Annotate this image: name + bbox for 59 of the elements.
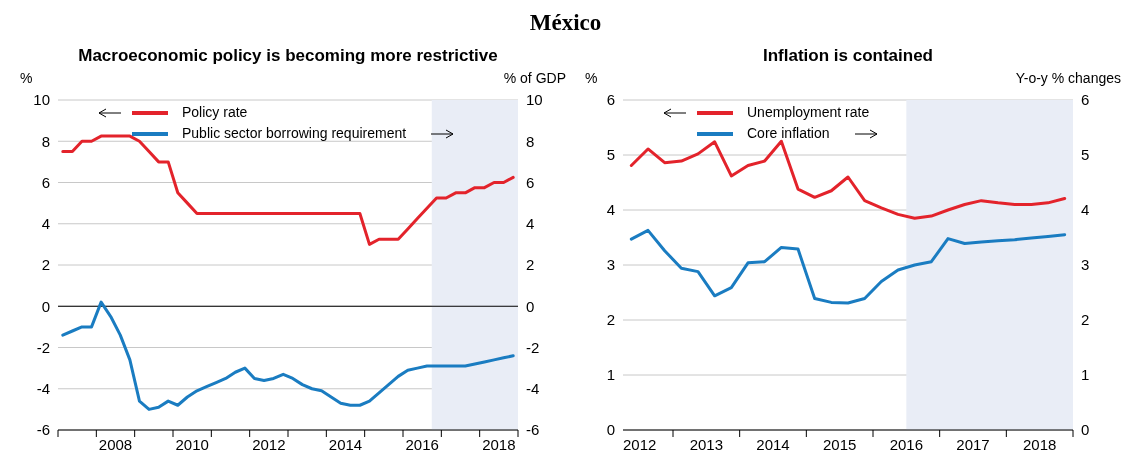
legend-label: Policy rate (182, 103, 248, 122)
x-tick-label: 2016 (405, 436, 439, 453)
x-tick-label: 2015 (822, 436, 857, 453)
y2-tick-label: 2 (1081, 311, 1090, 329)
x-tick-label: 2017 (956, 436, 990, 453)
y-tick-label: -4 (36, 380, 50, 398)
y-tick-label: 5 (606, 146, 615, 164)
y-tick-label: -2 (36, 338, 50, 356)
x-tick-label: 2016 (889, 436, 924, 453)
y2-tick-label: 3 (1081, 256, 1090, 274)
y-axis-title: % (585, 70, 598, 86)
y-tick-label: 4 (606, 201, 615, 219)
y-tick-label: 0 (606, 421, 615, 439)
y-tick-label: 10 (33, 91, 50, 109)
y-tick-label: 4 (41, 215, 50, 233)
y2-axis-title: % of GDP (503, 70, 566, 86)
y-tick-label: 2 (606, 311, 615, 329)
line-series (61, 300, 515, 411)
x-tick-label: 2018 (482, 436, 516, 453)
y2-tick-label: 6 (1081, 91, 1090, 109)
y2-tick-label: -4 (526, 380, 540, 398)
line-series (629, 139, 1067, 220)
y2-tick-label: 8 (526, 132, 535, 150)
x-tick-label: 2018 (1022, 436, 1057, 453)
y-axis-title: % (20, 70, 33, 86)
y2-tick-label: -2 (526, 338, 540, 356)
legend-label: Public sector borrowing requirement (182, 124, 407, 143)
x-tick-label: 2008 (98, 436, 133, 453)
y-tick-label: 2 (41, 256, 50, 274)
y2-tick-label: -6 (526, 421, 540, 439)
x-tick-label: 2012 (622, 436, 657, 453)
y2-tick-label: 4 (526, 215, 535, 233)
legend-label: Unemployment rate (747, 103, 870, 122)
y-tick-label: 0 (41, 297, 50, 315)
y2-tick-label: 2 (526, 256, 535, 274)
y-tick-label: 1 (606, 366, 615, 384)
y-tick-label: 6 (606, 91, 615, 109)
y2-axis-title: Y-o-y % changes (1015, 70, 1121, 86)
x-tick-label: 2014 (328, 436, 363, 453)
line-series (629, 228, 1067, 305)
y2-tick-label: 4 (1081, 201, 1090, 219)
legend-label: Core inflation (747, 124, 830, 143)
y-tick-label: -6 (36, 421, 50, 439)
y-tick-label: 8 (41, 132, 50, 150)
chart-title: Macroeconomic policy is becoming more restrictive (77, 46, 499, 67)
x-tick-label: 2010 (175, 436, 209, 453)
text: México (529, 10, 602, 35)
x-tick-label: 2013 (689, 436, 724, 453)
y2-tick-label: 0 (526, 297, 535, 315)
y2-tick-label: 5 (1081, 146, 1090, 164)
y2-tick-label: 0 (1081, 421, 1090, 439)
y-tick-label: 6 (41, 173, 50, 191)
y-tick-label: 3 (606, 256, 615, 274)
x-tick-label: 2012 (252, 436, 286, 453)
y2-tick-label: 6 (526, 173, 535, 191)
x-tick-label: 2014 (756, 436, 790, 453)
chart-title: Inflation is contained (762, 46, 934, 67)
y2-tick-label: 1 (1081, 366, 1090, 384)
y2-tick-label: 10 (526, 91, 543, 109)
